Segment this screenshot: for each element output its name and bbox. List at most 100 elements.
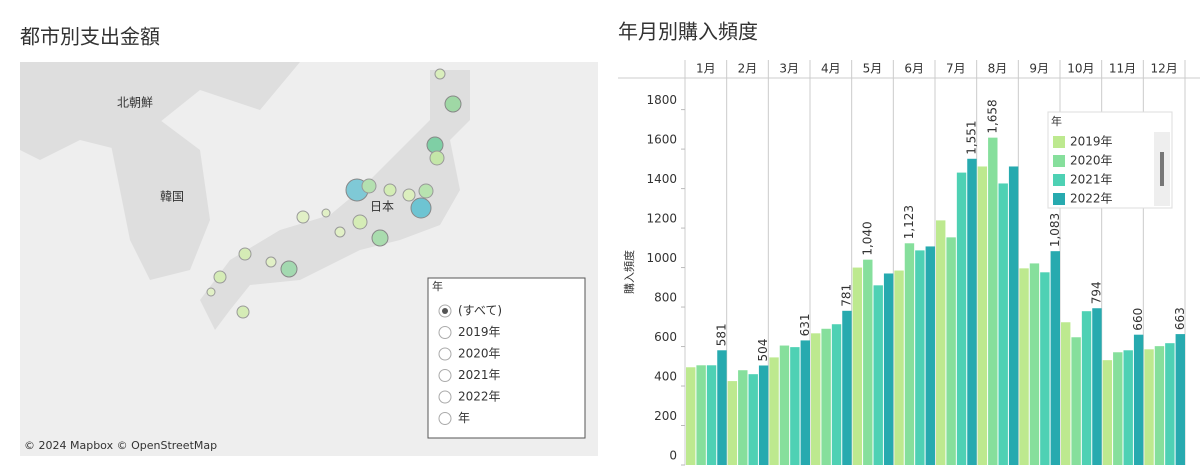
x-tick-label: 12月 [1151, 62, 1178, 76]
filter-option[interactable]: 2019年 [458, 325, 501, 339]
x-tick-label: 3月 [779, 62, 799, 76]
bar [769, 357, 779, 465]
filter-option[interactable]: 年 [458, 411, 470, 425]
radio[interactable] [438, 412, 452, 425]
bubble [361, 178, 377, 194]
y-tick-label: 800 [654, 291, 677, 305]
x-tick-label: 11月 [1109, 62, 1136, 76]
x-tick-label: 8月 [988, 62, 1008, 76]
bar [1092, 308, 1102, 465]
map-label: 日本 [370, 200, 394, 214]
x-tick-label: 5月 [863, 62, 883, 76]
bar [915, 250, 925, 465]
bar [800, 340, 810, 465]
y-tick-label: 600 [654, 330, 677, 344]
filter-box [427, 277, 586, 439]
bar [758, 365, 769, 465]
value-label: 1,551 [964, 120, 978, 154]
radio[interactable] [438, 326, 452, 339]
bar [1102, 360, 1113, 465]
bubble [383, 183, 397, 197]
bar [1008, 166, 1019, 465]
y-tick-label: 1600 [646, 133, 677, 147]
legend-scroll-thumb[interactable] [1160, 152, 1164, 186]
value-label: 504 [756, 339, 770, 362]
bar [686, 367, 696, 465]
bubble [296, 210, 310, 224]
filter-option[interactable]: (すべて) [458, 304, 502, 318]
bar [727, 381, 738, 465]
bar [831, 324, 842, 465]
map-label: 北朝鮮 [117, 96, 153, 110]
map-title: 都市別支出金額 [20, 25, 160, 49]
filter-option[interactable]: 2022年 [458, 390, 501, 404]
bubble [418, 183, 434, 199]
bar [1154, 346, 1165, 465]
map: 北朝鮮 韓国 日本 © 2024 Mapbox © OpenStreetMap [20, 62, 598, 456]
bar [894, 270, 904, 465]
bar [1175, 334, 1185, 465]
bubble [402, 188, 416, 202]
legend-swatch[interactable] [1053, 174, 1065, 186]
bar [946, 237, 956, 465]
legend-swatch[interactable] [1053, 155, 1065, 167]
value-label: 1,123 [902, 205, 916, 239]
bubble [321, 208, 331, 218]
land [20, 62, 300, 160]
radio[interactable] [438, 390, 452, 404]
bar [998, 183, 1008, 465]
bar [1133, 334, 1144, 465]
bubble [410, 197, 432, 219]
bar [988, 137, 998, 465]
x-tick-label: 6月 [904, 62, 924, 76]
bubble [265, 256, 277, 268]
legend-box [1047, 111, 1173, 209]
legend-label[interactable]: 2021年 [1070, 173, 1113, 187]
legend-label[interactable]: 2022年 [1070, 192, 1113, 206]
value-label: 663 [1173, 307, 1187, 330]
x-tick-label: 7月 [946, 62, 966, 76]
bubble [371, 229, 389, 247]
bar [696, 365, 706, 465]
bar [717, 350, 727, 465]
x-tick-label: 2月 [738, 62, 758, 76]
bubble [238, 247, 252, 261]
bubble [434, 68, 446, 80]
bubble [444, 95, 462, 113]
bar [956, 172, 967, 465]
radio-dot [442, 308, 448, 314]
filter-option[interactable]: 2021年 [458, 368, 501, 382]
value-label: 794 [1089, 281, 1103, 304]
bar [977, 166, 988, 465]
radio[interactable] [438, 369, 452, 382]
bubble [236, 305, 250, 319]
x-tick-label: 1月 [696, 62, 716, 76]
map-label: 韓国 [160, 190, 184, 204]
bar [852, 267, 863, 465]
bar [1050, 251, 1060, 465]
legend-swatch[interactable] [1053, 136, 1065, 148]
bar [738, 370, 748, 465]
bar [790, 347, 800, 465]
bar [748, 374, 758, 465]
attribution: © 2024 Mapbox © OpenStreetMap [24, 439, 217, 452]
value-label: 631 [798, 314, 812, 337]
value-label: 581 [714, 323, 728, 346]
legend-label[interactable]: 2020年 [1070, 154, 1113, 168]
bar [873, 285, 883, 465]
radio[interactable] [438, 347, 452, 361]
bar [883, 273, 894, 465]
y-tick-label: 200 [654, 409, 677, 423]
legend-swatch[interactable] [1053, 193, 1065, 205]
bubble [280, 260, 298, 278]
bar [842, 310, 852, 465]
bar [1165, 343, 1175, 465]
bar [706, 365, 717, 465]
bubble [206, 287, 216, 297]
legend-label[interactable]: 2019年 [1070, 135, 1113, 149]
year-filter: 年 [427, 277, 586, 439]
bar [1113, 352, 1123, 465]
bar [821, 328, 831, 465]
filter-option[interactable]: 2020年 [458, 347, 501, 361]
bar [904, 243, 915, 465]
